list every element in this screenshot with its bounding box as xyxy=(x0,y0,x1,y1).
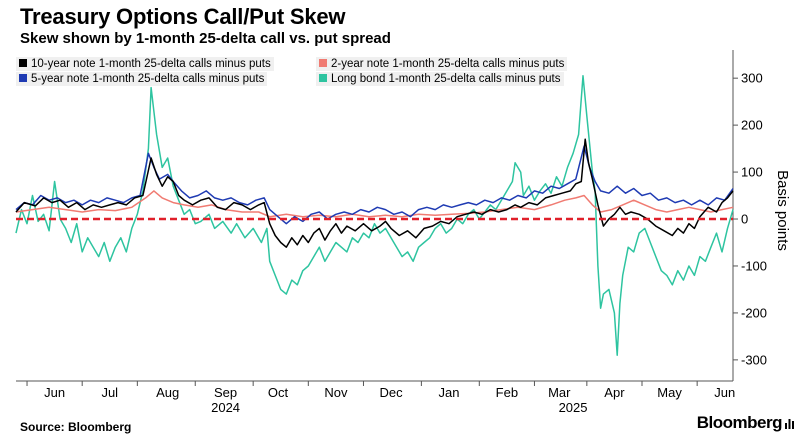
x-tick-label: Mar xyxy=(548,385,571,400)
x-tick-label: Jul xyxy=(101,385,118,400)
y-tick-label: 300 xyxy=(741,71,763,86)
legend-label-long-bond: Long bond 1-month 25-delta calls minus p… xyxy=(331,73,561,85)
legend-label-five-year: 5-year note 1-month 25-delta calls minus… xyxy=(31,73,265,85)
bloomberg-bars-icon xyxy=(785,419,794,429)
legend-label-two-year: 2-year note 1-month 25-delta calls minus… xyxy=(331,58,565,70)
legend-swatch-ten-year xyxy=(19,59,27,67)
legend-label-ten-year: 10-year note 1-month 25-delta calls minu… xyxy=(31,58,271,70)
chart-title: Treasury Options Call/Put Skew xyxy=(20,4,346,29)
legend-item-ten-year: 10-year note 1-month 25-delta calls minu… xyxy=(16,57,274,71)
x-tick-label: May xyxy=(657,385,682,400)
x-tick-label: Jun xyxy=(44,385,65,400)
x-year-label: 2024 xyxy=(211,400,240,415)
y-tick-label: -200 xyxy=(741,305,767,320)
x-tick-label: Feb xyxy=(496,385,518,400)
x-tick-label: Jun xyxy=(714,385,735,400)
legend-item-five-year: 5-year note 1-month 25-delta calls minus… xyxy=(16,72,268,86)
legend-item-long-bond: Long bond 1-month 25-delta calls minus p… xyxy=(316,72,564,86)
legend-swatch-five-year xyxy=(19,74,27,82)
legend-swatch-long-bond xyxy=(319,74,327,82)
source-note: Source: Bloomberg xyxy=(20,420,132,434)
y-tick-label: 0 xyxy=(741,212,748,227)
series-line-five-year xyxy=(15,145,734,225)
x-tick-label: Sep xyxy=(214,385,237,400)
series-line-two-year xyxy=(15,190,734,218)
x-tick-label: Apr xyxy=(604,385,625,400)
legend-swatch-two-year xyxy=(319,59,327,67)
y-axis-label: Basis points xyxy=(774,170,791,251)
brand-name: Bloomberg xyxy=(696,413,783,432)
x-tick-label: Aug xyxy=(156,385,179,400)
x-tick-label: Nov xyxy=(324,385,348,400)
y-tick-label: 200 xyxy=(741,118,763,133)
chart-subtitle: Skew shown by 1-month 25-delta call vs. … xyxy=(20,30,391,47)
brand-logo: Bloomberg xyxy=(697,413,794,433)
x-year-label: 2025 xyxy=(559,400,588,415)
x-tick-label: Dec xyxy=(379,385,403,400)
x-tick-label: Oct xyxy=(268,385,289,400)
legend-item-two-year: 2-year note 1-month 25-delta calls minus… xyxy=(316,57,568,71)
y-tick-label: -100 xyxy=(741,258,767,273)
series-line-long-bond xyxy=(15,75,734,356)
y-tick-label: -300 xyxy=(741,352,767,367)
x-tick-label: Jan xyxy=(438,385,459,400)
series-line-ten-year xyxy=(15,138,734,248)
y-tick-label: 100 xyxy=(741,165,763,180)
